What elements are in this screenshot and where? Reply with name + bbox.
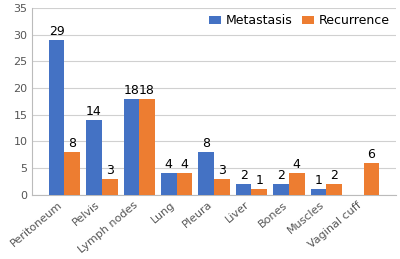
Bar [102, 179, 118, 195]
Text: 3: 3 [106, 164, 114, 177]
Bar [252, 189, 267, 195]
Bar [198, 152, 214, 195]
Bar [124, 99, 139, 195]
Text: 1: 1 [255, 174, 263, 187]
Text: 8: 8 [68, 137, 76, 150]
Text: 4: 4 [180, 158, 188, 171]
Bar [139, 99, 155, 195]
Text: 4: 4 [165, 158, 173, 171]
Text: 4: 4 [293, 158, 301, 171]
Text: 6: 6 [368, 148, 375, 161]
Text: 2: 2 [277, 169, 285, 182]
Text: 8: 8 [202, 137, 210, 150]
Text: 18: 18 [124, 84, 139, 97]
Bar [214, 179, 230, 195]
Bar [289, 174, 304, 195]
Bar [161, 174, 177, 195]
Text: 18: 18 [139, 84, 155, 97]
Text: 1: 1 [314, 174, 322, 187]
Legend: Metastasis, Recurrence: Metastasis, Recurrence [209, 15, 390, 27]
Bar [177, 174, 192, 195]
Bar [364, 163, 379, 195]
Text: 2: 2 [330, 169, 338, 182]
Text: 3: 3 [218, 164, 226, 177]
Bar [236, 184, 252, 195]
Bar [64, 152, 80, 195]
Text: 2: 2 [240, 169, 248, 182]
Bar [49, 40, 64, 195]
Bar [86, 120, 102, 195]
Text: 14: 14 [86, 105, 102, 118]
Text: 29: 29 [49, 25, 64, 38]
Bar [310, 189, 326, 195]
Bar [326, 184, 342, 195]
Bar [273, 184, 289, 195]
